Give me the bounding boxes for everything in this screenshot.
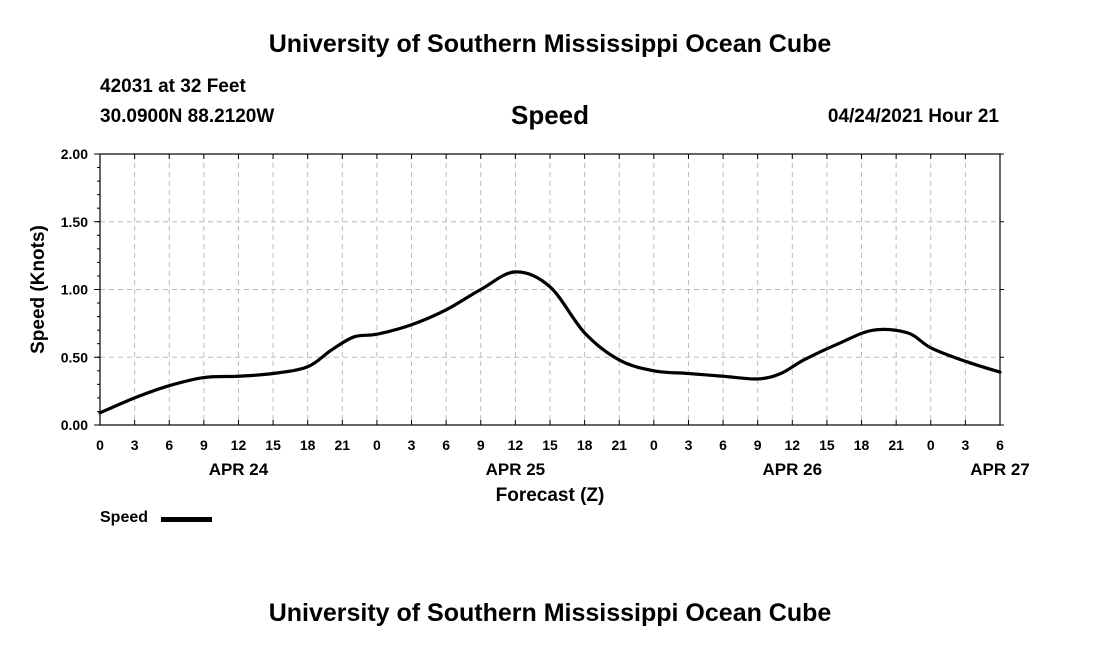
grid-lines	[100, 154, 1000, 425]
x-tick-label: 9	[200, 437, 208, 453]
plot-frame	[99, 153, 1001, 426]
data-point	[803, 359, 805, 361]
data-point	[445, 309, 447, 311]
x-tick-label: 0	[927, 437, 935, 453]
x-tick-label: 18	[577, 437, 593, 453]
y-tick-label: 1.50	[61, 214, 88, 230]
coordinates-label: 30.0900N 88.2120W	[100, 106, 275, 127]
y-tick-label: 0.50	[61, 349, 88, 365]
x-tick-label: 3	[131, 437, 139, 453]
data-point	[353, 336, 355, 338]
data-point	[272, 373, 274, 375]
y-tick-label: 1.00	[61, 282, 88, 298]
x-tick-label: 6	[165, 437, 173, 453]
x-tick-label: 6	[996, 437, 1004, 453]
x-tick-label: 6	[442, 437, 450, 453]
series-layer	[98, 270, 1002, 415]
data-point	[134, 397, 136, 399]
axis-labels: 0 3 6 9 12 15 18 21 0 3 6 9 12 15 18 21 0 3 6 9 12 15 18 21 0 3 6 0…	[28, 146, 1030, 506]
data-point	[515, 271, 517, 273]
x-tick-label: 0	[373, 437, 381, 453]
x-tick-label: 6	[719, 437, 727, 453]
legend-label: Speed	[100, 509, 149, 526]
date-label: APR 27	[970, 460, 1030, 479]
data-point	[618, 359, 620, 361]
data-point	[907, 332, 909, 334]
x-axis-title: Forecast (Z)	[496, 485, 605, 506]
x-tick-label: 18	[854, 437, 870, 453]
date-label: APR 24	[209, 460, 269, 479]
x-tick-label: 15	[265, 437, 281, 453]
x-tick-label: 15	[819, 437, 835, 453]
forecast-datetime: 04/24/2021 Hour 21	[827, 106, 999, 127]
x-tick-label: 3	[685, 437, 693, 453]
x-tick-label: 12	[508, 437, 524, 453]
x-tick-label: 15	[542, 437, 558, 453]
footer-title: University of Southern Mississippi Ocean…	[268, 599, 832, 627]
series-line-speed	[98, 270, 1002, 415]
x-tick-label: 21	[335, 437, 351, 453]
data-point	[584, 332, 586, 334]
data-point	[168, 385, 170, 387]
data-point	[688, 373, 690, 375]
data-point	[238, 375, 240, 377]
data-point	[999, 371, 1001, 373]
x-tick-label: 3	[408, 437, 416, 453]
data-point	[376, 333, 378, 335]
x-tick-label: 0	[650, 437, 658, 453]
date-label: APR 25	[486, 460, 546, 479]
x-tick-label: 0	[96, 437, 104, 453]
y-tick-label: 2.00	[61, 146, 88, 162]
x-tick-label: 12	[785, 437, 801, 453]
data-point	[780, 373, 782, 375]
data-point	[757, 378, 759, 380]
data-point	[930, 347, 932, 349]
data-point	[99, 412, 101, 414]
date-label: APR 26	[763, 460, 823, 479]
data-point	[330, 350, 332, 352]
x-tick-label: 9	[754, 437, 762, 453]
x-tick-label: 21	[888, 437, 904, 453]
data-point	[307, 366, 309, 368]
y-axis-title: Speed (Knots)	[28, 225, 49, 354]
data-point	[653, 370, 655, 372]
x-tick-label: 3	[961, 437, 969, 453]
data-point	[411, 324, 413, 326]
data-point	[872, 329, 874, 331]
x-tick-label: 18	[300, 437, 316, 453]
variable-title: Speed	[510, 100, 590, 130]
data-point	[549, 286, 551, 288]
station-label: 42031 at 32 Feet	[100, 76, 246, 97]
data-point	[838, 343, 840, 345]
x-tick-label: 9	[477, 437, 485, 453]
axes	[94, 153, 1004, 426]
data-point	[203, 377, 205, 379]
x-tick-label: 21	[611, 437, 627, 453]
x-tick-label: 12	[231, 437, 247, 453]
y-tick-label: 0.00	[61, 417, 88, 433]
legend-swatch	[161, 517, 212, 522]
chart-title: University of Southern Mississippi Ocean…	[268, 30, 832, 58]
data-point	[480, 289, 482, 291]
data-point	[722, 375, 724, 377]
data-point	[965, 361, 967, 363]
